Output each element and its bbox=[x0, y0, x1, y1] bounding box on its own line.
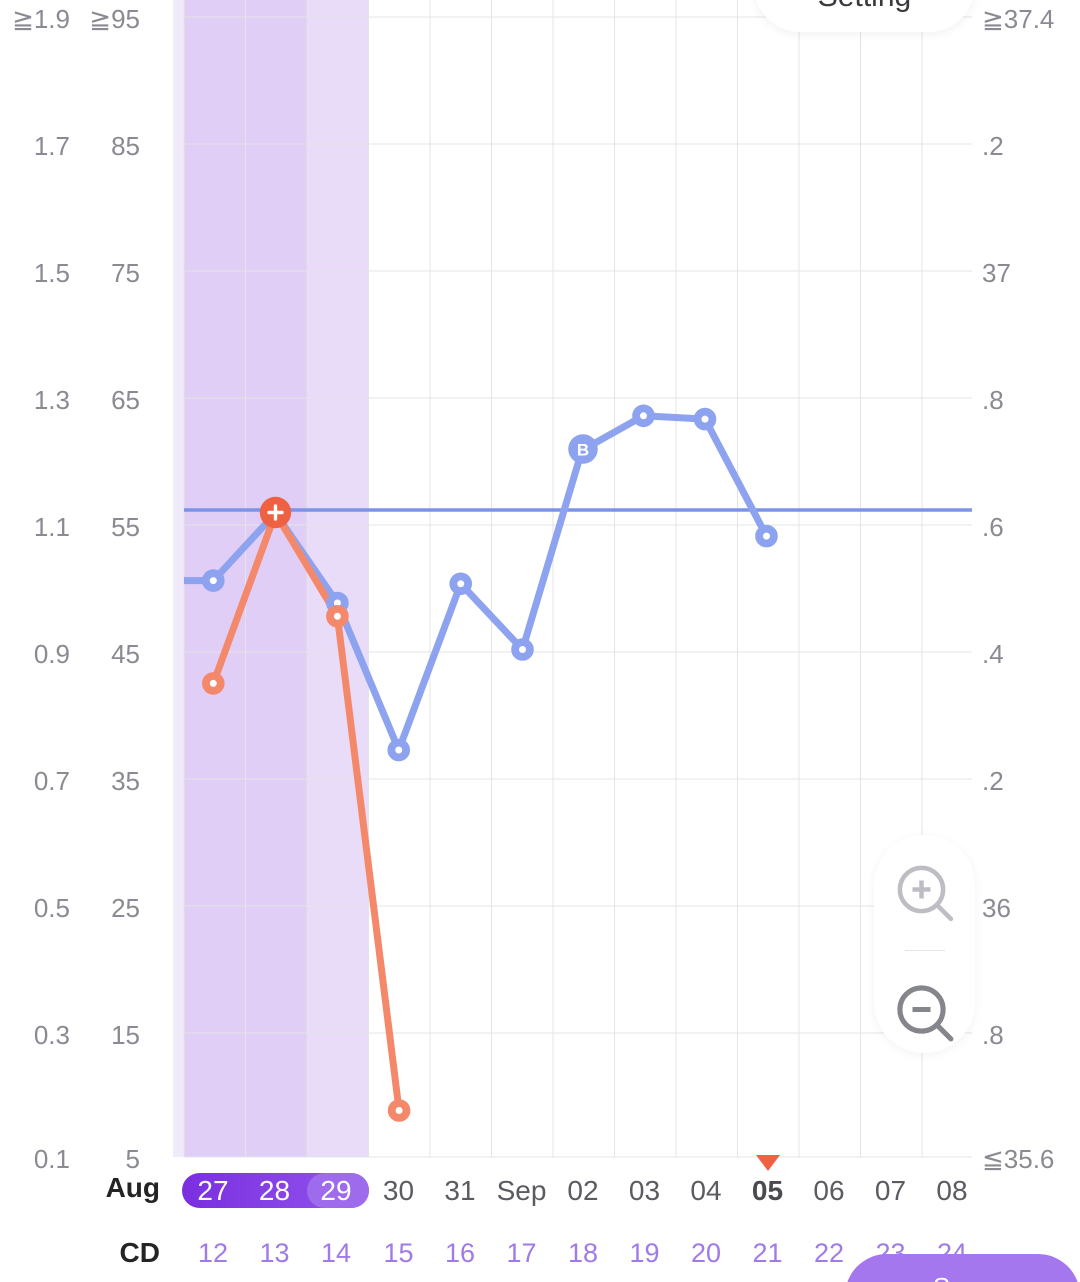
svg-text:B: B bbox=[577, 441, 589, 460]
